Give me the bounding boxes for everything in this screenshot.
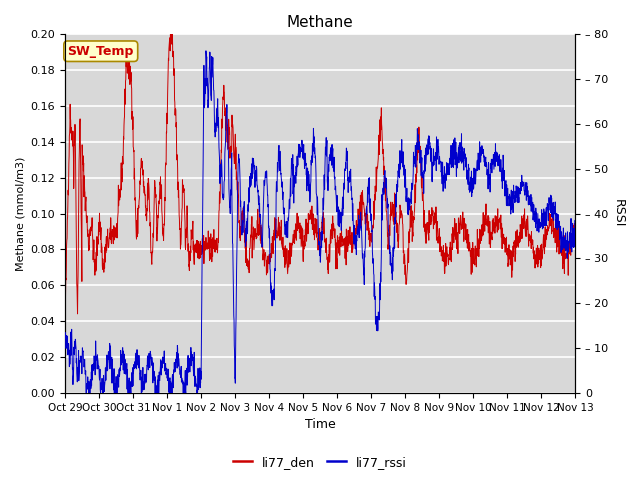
X-axis label: Time: Time — [305, 419, 335, 432]
Legend: li77_den, li77_rssi: li77_den, li77_rssi — [228, 451, 412, 474]
Y-axis label: Methane (mmol/m3): Methane (mmol/m3) — [15, 156, 25, 271]
Text: SW_Temp: SW_Temp — [68, 45, 134, 58]
Y-axis label: RSSI: RSSI — [612, 199, 625, 228]
Title: Methane: Methane — [287, 15, 353, 30]
